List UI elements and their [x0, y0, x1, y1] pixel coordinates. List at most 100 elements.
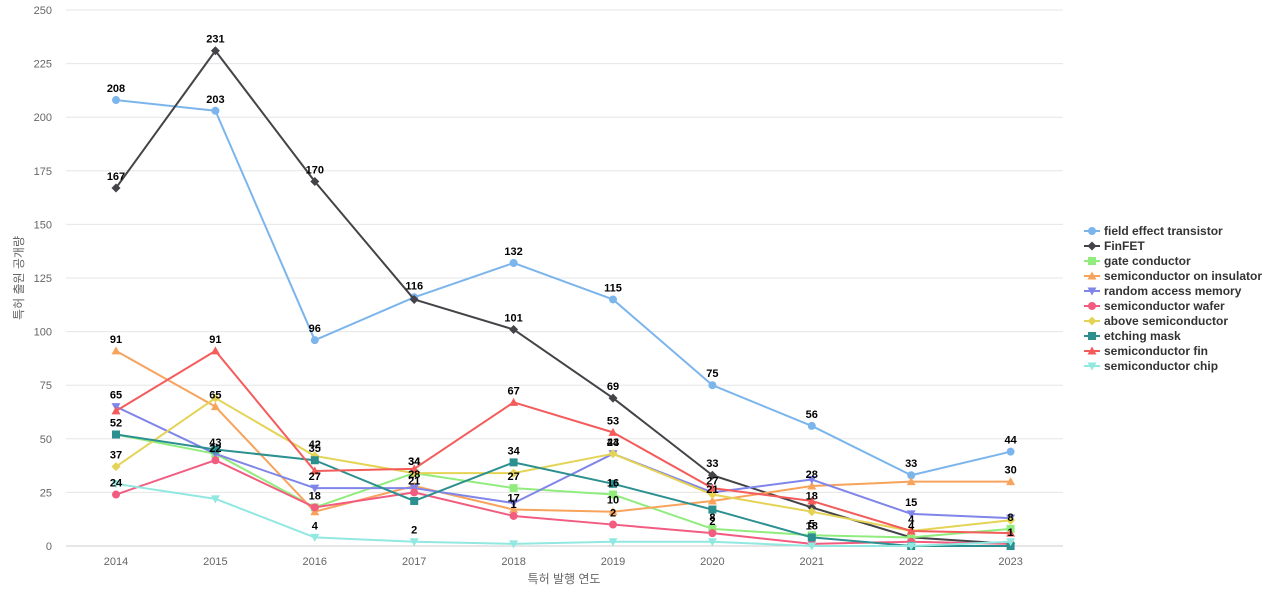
data-point-marker[interactable]	[310, 466, 320, 475]
data-point-marker[interactable]	[211, 445, 220, 454]
data-point-marker[interactable]	[111, 406, 121, 415]
legend-marker[interactable]	[1087, 271, 1097, 280]
data-point-marker[interactable]	[807, 507, 817, 517]
data-point-marker[interactable]	[509, 397, 519, 406]
legend-marker[interactable]	[1087, 346, 1097, 355]
data-point-marker[interactable]	[1006, 515, 1016, 525]
legend-item[interactable]: semiconductor chip	[1084, 359, 1218, 373]
data-point-marker[interactable]	[807, 496, 817, 505]
series-line[interactable]	[115, 482, 1011, 547]
data-point-marker[interactable]	[1006, 477, 1016, 486]
data-point-marker[interactable]	[608, 507, 618, 516]
data-point-marker[interactable]	[509, 468, 519, 478]
data-point-marker[interactable]	[409, 294, 419, 304]
data-point-marker[interactable]	[609, 520, 617, 529]
legend-marker[interactable]	[1087, 241, 1097, 251]
data-point-marker[interactable]	[509, 458, 518, 467]
data-point-marker[interactable]	[509, 540, 519, 549]
legend-marker[interactable]	[1087, 316, 1097, 326]
data-point-marker[interactable]	[906, 542, 916, 551]
data-point-marker[interactable]	[707, 483, 717, 492]
data-point-marker[interactable]	[707, 538, 717, 547]
data-point-marker[interactable]	[608, 538, 618, 547]
data-point-marker[interactable]	[509, 499, 519, 508]
data-point-marker[interactable]	[906, 526, 916, 535]
series-line[interactable]	[115, 397, 1011, 532]
data-point-marker[interactable]	[310, 456, 319, 465]
data-point-marker[interactable]	[310, 336, 319, 345]
data-point-marker[interactable]	[509, 505, 519, 514]
data-point-marker[interactable]	[708, 529, 717, 538]
data-point-marker[interactable]	[609, 479, 617, 488]
data-point-marker[interactable]	[707, 496, 717, 505]
legend-marker[interactable]	[1088, 227, 1096, 235]
legend-item[interactable]: above semiconductor	[1084, 314, 1228, 328]
data-point-marker[interactable]	[310, 533, 320, 542]
data-point-marker[interactable]	[907, 533, 916, 542]
data-point-marker[interactable]	[210, 346, 220, 355]
legend-marker[interactable]	[1088, 302, 1096, 310]
data-point-marker[interactable]	[112, 96, 120, 105]
series-line[interactable]	[115, 49, 1011, 545]
legend-item[interactable]: random access memory	[1084, 284, 1242, 298]
data-point-marker[interactable]	[906, 510, 916, 519]
data-point-marker[interactable]	[807, 542, 817, 551]
series-line[interactable]	[115, 405, 1011, 520]
series-line[interactable]	[115, 349, 1011, 535]
legend-item[interactable]: semiconductor on insulator	[1084, 269, 1262, 283]
data-point-marker[interactable]	[210, 46, 220, 56]
series-line[interactable]	[115, 350, 1011, 513]
legend-marker[interactable]	[1088, 332, 1096, 340]
data-point-marker[interactable]	[608, 449, 618, 459]
data-point-marker[interactable]	[111, 462, 121, 472]
data-point-marker[interactable]	[708, 524, 717, 533]
legend-marker[interactable]	[1087, 287, 1097, 296]
data-point-marker[interactable]	[210, 402, 220, 411]
data-point-marker[interactable]	[807, 533, 816, 542]
data-point-marker[interactable]	[609, 490, 617, 499]
data-point-marker[interactable]	[409, 538, 419, 547]
data-point-marker[interactable]	[708, 505, 717, 514]
legend-item[interactable]: etching mask	[1084, 329, 1181, 343]
data-point-marker[interactable]	[608, 427, 618, 436]
data-point-marker[interactable]	[1006, 528, 1016, 537]
series-line[interactable]	[115, 433, 1011, 539]
data-point-marker[interactable]	[707, 490, 717, 500]
data-point-marker[interactable]	[708, 381, 717, 390]
data-point-marker[interactable]	[211, 106, 220, 115]
legend-item[interactable]: gate conductor	[1084, 254, 1191, 268]
legend-item[interactable]: FinFET	[1084, 239, 1145, 253]
data-point-marker[interactable]	[410, 488, 419, 497]
legend-item[interactable]: semiconductor fin	[1084, 344, 1208, 358]
series-line[interactable]	[115, 99, 1011, 477]
data-point-marker[interactable]	[111, 480, 121, 489]
data-point-marker[interactable]	[509, 484, 518, 493]
data-point-marker[interactable]	[807, 481, 817, 490]
data-point-marker[interactable]	[906, 477, 916, 486]
data-point-marker[interactable]	[310, 503, 319, 512]
data-point-marker[interactable]	[310, 484, 320, 493]
data-point-marker[interactable]	[111, 346, 121, 355]
data-point-marker[interactable]	[707, 470, 717, 480]
legend-item[interactable]: semiconductor wafer	[1084, 299, 1225, 313]
data-point-marker[interactable]	[509, 324, 519, 334]
data-point-marker[interactable]	[111, 183, 121, 193]
legend-marker[interactable]	[1087, 362, 1097, 371]
series-line[interactable]	[115, 459, 1011, 545]
data-point-marker[interactable]	[210, 393, 220, 403]
legend-marker[interactable]	[1088, 257, 1096, 265]
data-point-marker[interactable]	[1006, 538, 1016, 547]
data-point-marker[interactable]	[410, 496, 419, 505]
data-point-marker[interactable]	[807, 476, 817, 485]
legend-item[interactable]: field effect transistor	[1084, 224, 1223, 238]
data-point-marker[interactable]	[509, 258, 518, 267]
data-point-marker[interactable]	[1006, 447, 1015, 456]
data-point-marker[interactable]	[907, 471, 916, 480]
series-line[interactable]	[115, 433, 1011, 547]
data-point-marker[interactable]	[310, 177, 320, 187]
data-point-marker[interactable]	[608, 393, 618, 403]
data-point-marker[interactable]	[210, 495, 220, 504]
data-point-marker[interactable]	[409, 464, 419, 473]
data-point-marker[interactable]	[112, 490, 120, 499]
data-point-marker[interactable]	[807, 421, 816, 430]
